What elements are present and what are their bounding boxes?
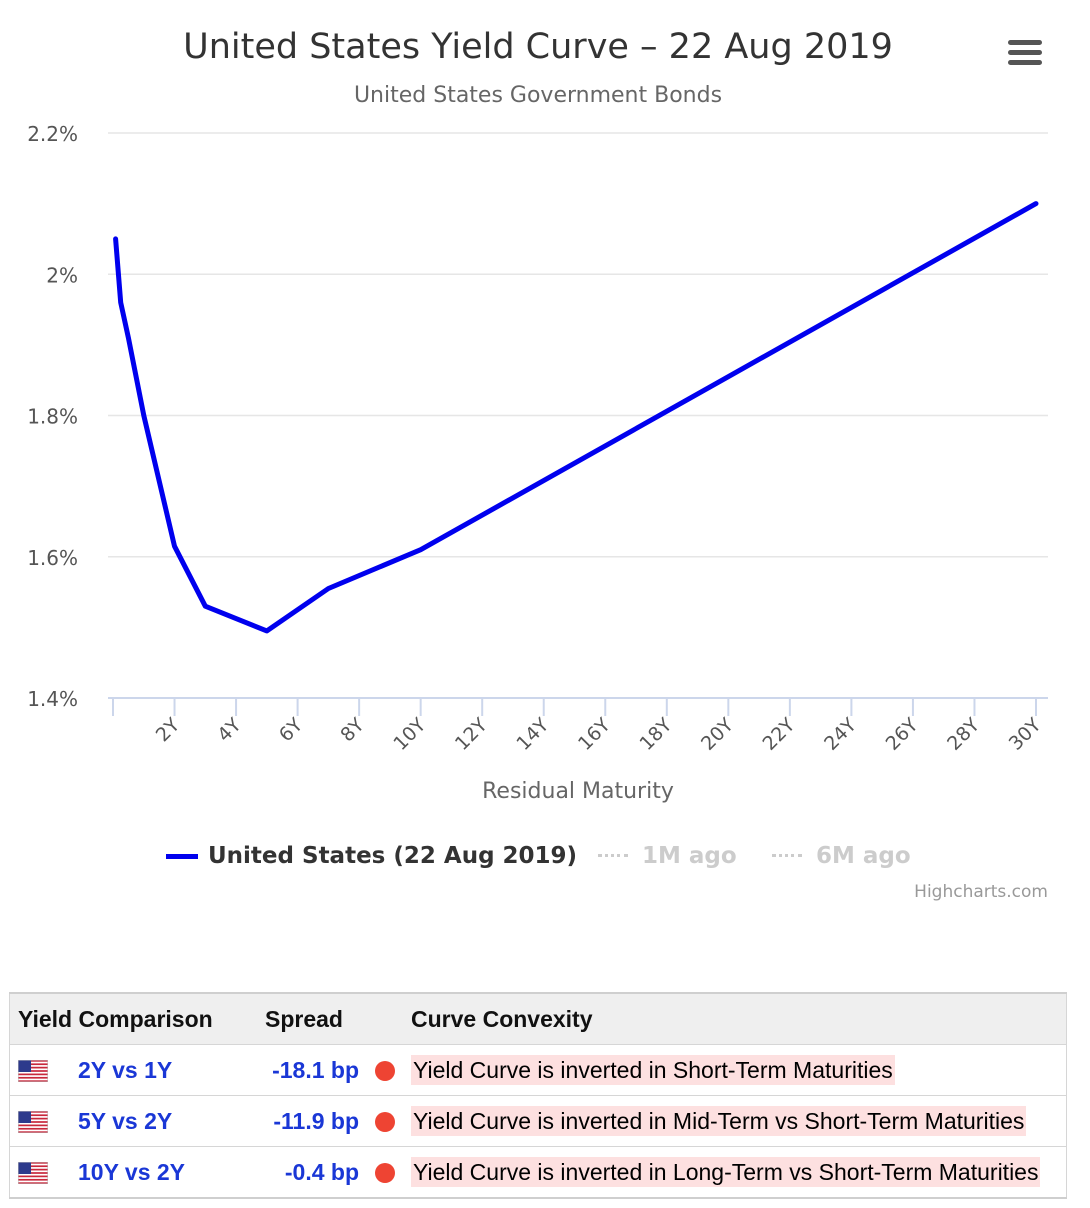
data-point[interactable] [418, 547, 424, 553]
x-tick-label: 20Y [697, 714, 738, 755]
header-spread: Spread [241, 992, 367, 1045]
x-tick-label: 18Y [635, 714, 676, 755]
x-tick-label: 22Y [759, 714, 800, 755]
legend-line-symbol [772, 854, 802, 857]
comparison-cell: 2Y vs 1Y [9, 1044, 241, 1096]
spread-value: -11.9 bp [241, 1095, 367, 1147]
header-yield-comparison: Yield Comparison [9, 992, 241, 1045]
x-axis-title: Residual Maturity [482, 779, 674, 804]
data-point[interactable] [141, 413, 147, 419]
convexity-text: Yield Curve is inverted in Short-Term Ma… [411, 1054, 895, 1085]
data-point[interactable] [325, 586, 331, 592]
x-tick-label: 30Y [1005, 714, 1046, 755]
comparison-link[interactable]: 5Y vs 2Y [78, 1107, 173, 1134]
y-tick-label: 1.4% [27, 687, 78, 711]
x-tick-label: 8Y [336, 714, 369, 747]
yield-comparison-table: Yield Comparison Spread Curve Convexity … [9, 992, 1067, 1199]
chart-title: United States Yield Curve – 22 Aug 2019 [183, 27, 893, 67]
us-flag-icon [17, 1110, 49, 1134]
data-point[interactable] [118, 300, 124, 306]
data-point[interactable] [202, 603, 208, 609]
status-dot-icon [375, 1163, 395, 1184]
series-layer [113, 201, 1039, 634]
table-row: 2Y vs 1Y -18.1 bp Yield Curve is inverted … [9, 1044, 1067, 1096]
table-row: 10Y vs 2Y -0.4 bp Yield Curve is inverted … [9, 1146, 1067, 1199]
y-axis-labels: 1.4% 1.6% 1.8% 2% 2.2% [27, 122, 78, 711]
status-cell [367, 1044, 403, 1096]
status-dot-icon [375, 1112, 395, 1133]
comparison-cell: 5Y vs 2Y [9, 1095, 241, 1147]
data-point[interactable] [113, 236, 119, 242]
table-row: 5Y vs 2Y -11.9 bp Yield Curve is inverted … [9, 1095, 1067, 1147]
header-status [367, 992, 403, 1045]
data-point[interactable] [1033, 201, 1039, 207]
convexity-text: Yield Curve is inverted in Mid-Term vs S… [411, 1105, 1027, 1136]
highcharts-credits[interactable]: Highcharts.com [914, 882, 1048, 902]
legend-item-united-states[interactable]: United States (22 Aug 2019) [166, 838, 577, 874]
us-flag-icon [17, 1059, 49, 1083]
legend-line-symbol [166, 854, 198, 859]
data-point[interactable] [264, 628, 270, 634]
grid-lines [108, 132, 1048, 558]
comparison-cell: 10Y vs 2Y [9, 1146, 241, 1199]
convexity-cell: Yield Curve is inverted in Long-Term vs … [403, 1146, 1067, 1199]
y-tick-label: 1.8% [27, 405, 78, 429]
header-curve-convexity: Curve Convexity [403, 992, 1067, 1045]
spread-value: -0.4 bp [241, 1146, 367, 1199]
comparison-link[interactable]: 10Y vs 2Y [78, 1158, 186, 1185]
series-line-united-states[interactable] [113, 201, 1039, 634]
yield-curve-chart: United States Yield Curve – 22 Aug 2019 … [27, 27, 1048, 804]
status-cell [367, 1146, 403, 1199]
x-tick-label: 26Y [882, 714, 923, 755]
status-cell [367, 1095, 403, 1147]
x-tick-label: 24Y [820, 714, 861, 755]
y-tick-label: 2.2% [27, 122, 78, 146]
chart-legend: United States (22 Aug 2019) 1M ago 6M ag… [0, 838, 1090, 874]
x-axis: 2Y 4Y 6Y 8Y 10Y 12Y 14Y 16Y 18Y 20Y 22Y 24Y 26Y 28Y 30… [108, 697, 1048, 755]
convexity-cell: Yield Curve is inverted in Mid-Term vs S… [403, 1095, 1067, 1147]
x-tick-label: 12Y [451, 714, 492, 755]
y-tick-label: 1.6% [27, 546, 78, 570]
legend-item-6m-ago[interactable]: 6M ago [772, 838, 911, 874]
chart-subtitle: United States Government Bonds [354, 83, 722, 108]
status-dot-icon [375, 1061, 395, 1082]
x-tick-label: 4Y [213, 714, 246, 747]
legend-label: 1M ago [642, 843, 737, 869]
data-point[interactable] [125, 335, 131, 341]
table-header-row: Yield Comparison Spread Curve Convexity [9, 992, 1067, 1045]
data-point[interactable] [172, 543, 178, 549]
legend-item-1m-ago[interactable]: 1M ago [598, 838, 737, 874]
spread-value: -18.1 bp [241, 1044, 367, 1096]
chart-menu-icon[interactable] [1004, 38, 1048, 70]
x-tick-label: 16Y [574, 714, 615, 755]
comparison-link[interactable]: 2Y vs 1Y [78, 1056, 173, 1083]
x-tick-label: 10Y [389, 714, 430, 755]
x-tick-label: 6Y [275, 714, 308, 747]
us-flag-icon [17, 1161, 49, 1185]
convexity-cell: Yield Curve is inverted in Short-Term Ma… [403, 1044, 1067, 1096]
x-tick-label: 14Y [512, 714, 553, 755]
legend-line-symbol [598, 854, 628, 857]
legend-label: United States (22 Aug 2019) [208, 843, 578, 869]
x-tick-label: 2Y [152, 714, 185, 747]
convexity-text: Yield Curve is inverted in Long-Term vs … [411, 1156, 1041, 1187]
y-tick-label: 2% [46, 263, 78, 287]
x-tick-label: 28Y [943, 714, 984, 755]
legend-label: 6M ago [816, 843, 911, 869]
